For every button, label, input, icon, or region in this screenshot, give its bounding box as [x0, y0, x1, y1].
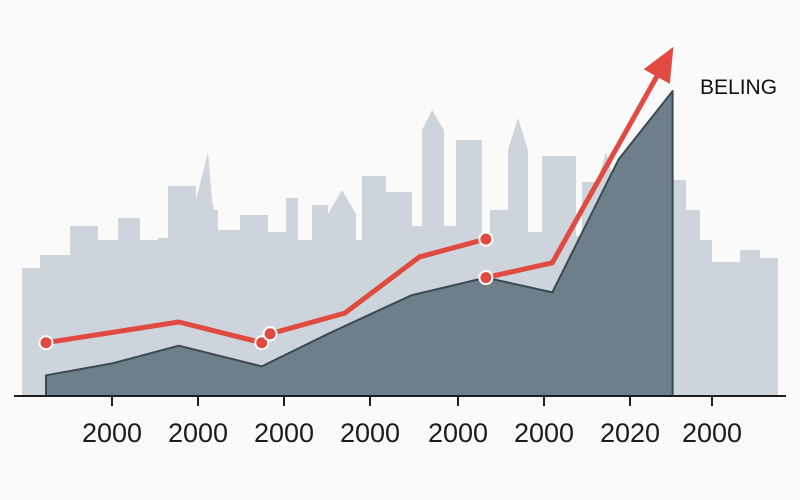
- x-tick-label-2: 2000: [254, 418, 314, 448]
- x-tick-label-4: 2000: [428, 418, 488, 448]
- x-tick-label-1: 2000: [168, 418, 228, 448]
- x-tick-label-3: 2000: [340, 418, 400, 448]
- annotation-label: BELING: [700, 76, 777, 99]
- line-segment-2: [483, 53, 671, 281]
- line-marker-1: [254, 335, 270, 351]
- x-tick-label-0: 2000: [82, 418, 142, 448]
- area-series-0: [45, 90, 674, 397]
- line-segment-1: [267, 236, 489, 337]
- trend-arrow-head: [643, 46, 674, 84]
- line-segment-0: [43, 319, 265, 346]
- x-axis-ticks: 2000 2000 2000 2000 2000 2000 2020 2000: [14, 395, 786, 448]
- x-tick-label-5: 2000: [514, 418, 574, 448]
- line-marker-4: [478, 270, 494, 286]
- x-tick-label-6: 2020: [600, 418, 660, 448]
- line-marker-3: [478, 231, 494, 247]
- plot-marks: [38, 46, 674, 397]
- line-marker-0: [38, 335, 54, 351]
- x-tick-label-7: 2000: [682, 418, 742, 448]
- line-marker-2: [262, 326, 278, 342]
